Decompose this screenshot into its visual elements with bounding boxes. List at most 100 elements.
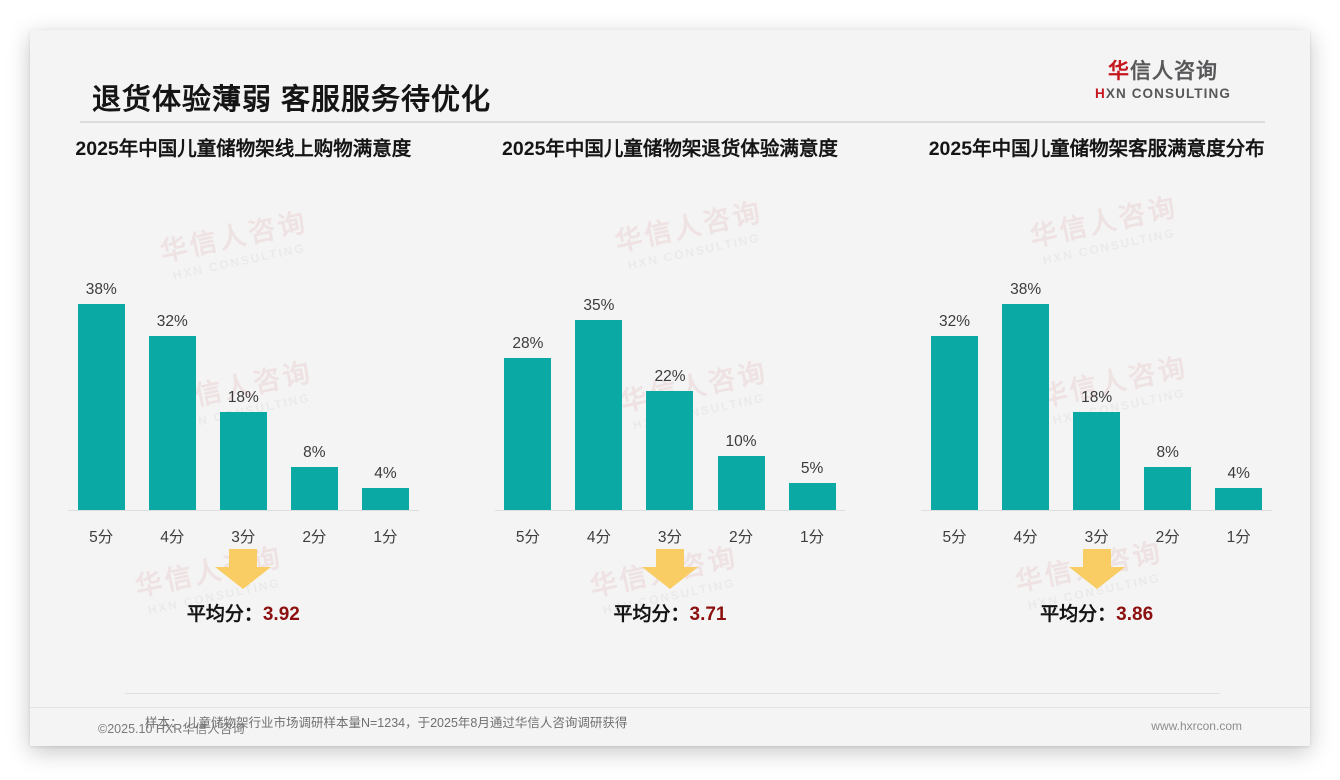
arrow-container — [471, 545, 870, 597]
x-tick-label: 4分 — [586, 529, 611, 546]
x-tick-label: 5分 — [515, 529, 540, 546]
bar-value-label: 28% — [512, 335, 544, 352]
x-axis-line — [494, 510, 846, 511]
x-axis-labels: 5分 4分 3分 2分 1分 — [68, 525, 419, 547]
bar — [290, 466, 338, 510]
x-tick-label: 3分 — [1084, 529, 1109, 546]
bar — [1215, 488, 1263, 510]
bar — [148, 336, 196, 510]
x-tick-label: 4分 — [1013, 529, 1038, 546]
average-score-label: 平均分： — [186, 604, 263, 625]
average-score-value: 3.86 — [1116, 604, 1154, 625]
header-divider — [80, 121, 1265, 123]
x-axis-line — [67, 510, 419, 511]
footnote: 样本： 儿童储物架行业市场调研样本量N=1234，于2025年8月通过华信人咨询… — [145, 716, 628, 730]
x-tick-label: 2分 — [1155, 529, 1180, 546]
logo-chinese-gray: 信人咨询 — [1130, 60, 1218, 83]
logo-chinese-red: 华 — [1108, 60, 1130, 83]
bar-value-label: 38% — [85, 280, 117, 298]
bar — [219, 412, 267, 510]
bar-chart-1: 38% 32% 18% 8% — [44, 249, 443, 546]
chart-panel-3: 2025年中国儿童储物架客服满意度分布 32% 38% 18% — [883, 135, 1310, 626]
x-tick-label: 5分 — [942, 529, 967, 546]
bar-value-label: 4% — [1227, 465, 1250, 483]
arrow-container — [44, 545, 443, 597]
bar-chart-3: 32% 38% 18% 8% — [897, 249, 1296, 546]
average-score: 平均分：3.92 — [44, 599, 443, 626]
average-score-label: 平均分： — [1040, 604, 1117, 625]
chart-title: 2025年中国儿童储物架客服满意度分布 — [928, 138, 1265, 160]
x-axis-line — [921, 510, 1273, 511]
bar — [504, 358, 552, 510]
bar-group: 38% 32% 18% 8% — [68, 249, 419, 510]
bar-value-label: 38% — [1010, 280, 1042, 298]
bar-group: 28% 35% 22% 10% — [495, 249, 846, 510]
footnote-divider — [125, 693, 1220, 694]
average-score: 平均分：3.71 — [471, 599, 870, 626]
bar-slot: 38% — [68, 249, 135, 510]
charts-row: 2025年中国儿童储物架线上购物满意度 38% 32% 18% — [30, 135, 1310, 626]
bar-value-label: 32% — [156, 313, 188, 331]
bar-value-label: 18% — [227, 389, 259, 407]
bar-slot: 32% — [139, 249, 206, 510]
x-tick-label: 3分 — [231, 529, 256, 546]
down-arrow-icon — [639, 547, 701, 591]
bar-slot: 32% — [921, 249, 988, 510]
chart-title: 2025年中国儿童储物架退货体验满意度 — [502, 138, 838, 160]
bar-value-label: 8% — [1156, 443, 1179, 461]
chart-title: 2025年中国儿童储物架线上购物满意度 — [75, 138, 412, 160]
bar-value-label: 18% — [1081, 389, 1113, 407]
bar — [788, 482, 836, 510]
logo-english-red: H — [1095, 86, 1106, 102]
bar-slot: 28% — [495, 249, 562, 510]
brand-logo: 华信人咨询 HXN CONSULTING — [1078, 60, 1248, 101]
x-tick-label: 2分 — [302, 529, 327, 546]
x-tick-label: 2分 — [728, 529, 754, 546]
bar-value-label: 8% — [303, 443, 326, 461]
x-tick-label: 1分 — [1226, 529, 1251, 546]
down-arrow-icon — [1066, 547, 1128, 591]
bar-value-label: 35% — [583, 297, 615, 314]
website-url[interactable]: www.hxrcon.com — [1151, 719, 1242, 733]
logo-english-gray: XN CONSULTING — [1105, 86, 1231, 102]
chart-panel-1: 2025年中国儿童储物架线上购物满意度 38% 32% 18% — [30, 135, 457, 626]
x-tick-label: 1分 — [800, 529, 825, 546]
bar-slot: 22% — [637, 249, 704, 510]
average-score-label: 平均分： — [613, 604, 690, 625]
arrow-container — [897, 545, 1296, 597]
average-score: 平均分：3.86 — [897, 599, 1296, 626]
bar — [717, 455, 765, 510]
x-tick-label: 1分 — [373, 529, 398, 546]
x-tick-label: 3分 — [657, 529, 683, 546]
slide-card: 退货体验薄弱 客服服务待优化 华信人咨询 HXN CONSULTING 华信人咨… — [30, 30, 1310, 746]
bar — [77, 303, 125, 510]
bar-chart-2: 28% 35% 22% 10% — [471, 249, 870, 546]
bar-slot: 4% — [352, 249, 419, 510]
bar-slot: 35% — [566, 249, 633, 510]
bar — [1002, 303, 1050, 510]
bar-value-label: 22% — [654, 367, 686, 385]
down-arrow-icon — [212, 547, 274, 591]
bar — [361, 488, 409, 510]
copyright-text: ©2025.10 HXR华信人咨询 — [98, 722, 245, 736]
bar-slot: 10% — [708, 249, 775, 510]
average-score-value: 3.92 — [262, 604, 300, 625]
bar-slot: 5% — [779, 249, 846, 510]
page-title: 退货体验薄弱 客服服务待优化 — [92, 84, 492, 116]
bar-slot: 8% — [1134, 249, 1201, 510]
slide-header: 退货体验薄弱 客服服务待优化 — [30, 30, 1310, 123]
x-axis-labels: 5分 4分 3分 2分 1分 — [921, 525, 1272, 547]
x-tick-label: 4分 — [160, 529, 185, 546]
bar-slot: 38% — [992, 249, 1059, 510]
x-axis-labels: 5分 4分 3分 2分 1分 — [495, 525, 846, 547]
bar — [575, 320, 623, 510]
footer-divider — [30, 707, 1310, 708]
average-score-value: 3.71 — [689, 604, 727, 625]
bar-value-label: 4% — [374, 465, 397, 483]
bar-value-label: 10% — [725, 432, 757, 450]
bar-slot: 8% — [281, 249, 348, 510]
slide-footer: ©2025.10 HXR华信人咨询 www.hxrcon.com — [30, 708, 1310, 746]
chart-panel-2: 2025年中国儿童储物架退货体验满意度 28% 35% 22% — [457, 135, 884, 626]
bar-value-label: 32% — [939, 313, 971, 331]
x-tick-label: 5分 — [89, 529, 114, 546]
